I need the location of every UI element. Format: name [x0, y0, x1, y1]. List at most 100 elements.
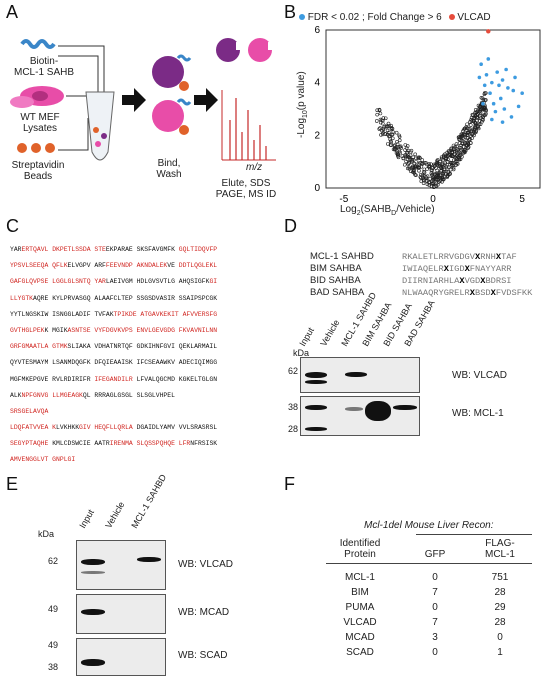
- reagent-lysate-label: WT MEF Lysates: [20, 112, 60, 134]
- table-cell-gfp: 3: [432, 632, 438, 643]
- data-point: [473, 111, 477, 115]
- data-point: [413, 172, 417, 177]
- data-point: [482, 113, 487, 117]
- sequence-segment: AMVENGGLVT GNPLGI: [10, 456, 76, 464]
- data-point: [472, 125, 477, 129]
- data-point: [468, 123, 473, 127]
- peptide-name: BAD SAHBA: [310, 287, 365, 298]
- data-point: [458, 151, 463, 156]
- sequence-line: YPSVLSEEQA QFLKELVGPV ARFFEEVNDP AKNDALE…: [10, 258, 282, 274]
- table-cell-flag: 751: [491, 572, 509, 583]
- data-point: [401, 156, 406, 161]
- significant-point: [502, 107, 507, 111]
- data-point: [438, 165, 443, 169]
- data-point: [379, 133, 383, 137]
- sequence-segment: IRENMA SLQSSPQHQE LFR: [109, 440, 191, 448]
- sequence-segment: LAEIVGM HDLGVSVTLG AHQSIGFK: [105, 278, 210, 286]
- data-point: [421, 181, 426, 185]
- blot-scad: [76, 638, 166, 676]
- group-header: Mcl-1del Mouse Liver Recon:: [364, 520, 494, 531]
- sequence-segment: ELVGPV ARF: [67, 262, 106, 270]
- data-point: [390, 126, 395, 131]
- e-lane-label: MCL-1 SAHBD: [129, 472, 169, 530]
- data-point: [473, 112, 478, 117]
- significant-point: [484, 72, 489, 77]
- marker-38: 38: [48, 662, 59, 672]
- significant-point: [486, 57, 491, 61]
- data-point: [394, 147, 398, 151]
- peptide-name: BID SAHBA: [310, 275, 361, 286]
- peptide-sequence: NLWAAQRYGRELRXBSDXFVDSFKK: [402, 288, 533, 298]
- mass-spectrum-icon: [221, 90, 276, 161]
- data-point: [419, 164, 424, 169]
- data-point: [386, 142, 390, 146]
- data-point: [435, 158, 440, 162]
- sequence-segment: EKPARAE SKSFAVGMFK: [105, 246, 179, 253]
- data-point: [431, 182, 435, 186]
- band-input: [305, 372, 327, 378]
- bound-protein-icon: [152, 54, 192, 135]
- peptide-sequence: DIIRNIARHLAXVGDXBDRSI: [402, 276, 512, 286]
- sequence-segment: YAR: [10, 246, 22, 253]
- data-point: [483, 98, 488, 102]
- data-point: [475, 124, 480, 129]
- e-lane-label: Input: [77, 507, 97, 530]
- mz-axis-label: m/z: [246, 162, 263, 173]
- sequence-line: GRFGMAATLA GTMKSLIAKA VDHATNRTQF GDKIHNF…: [10, 339, 282, 355]
- data-point: [405, 150, 410, 155]
- marker-49b: 49: [48, 640, 59, 650]
- data-point: [428, 176, 432, 181]
- data-point: [427, 183, 432, 188]
- data-point: [460, 133, 465, 138]
- data-point: [443, 171, 448, 176]
- data-point: [447, 153, 452, 157]
- data-point: [457, 156, 462, 161]
- data-point: [469, 129, 473, 133]
- data-point: [457, 135, 462, 139]
- data-point: [422, 170, 427, 175]
- data-point: [435, 175, 440, 179]
- data-point: [426, 164, 431, 169]
- data-point: [395, 139, 399, 144]
- axis-ticks: -5 0 5 0 2 4 6: [314, 25, 525, 205]
- sequence-segment: GIV HEQFLLQRLA: [79, 424, 133, 432]
- sequence-line: QYVTESMAYM LSANMDQGFK DFQIEAAISK IFCSEAA…: [10, 355, 282, 371]
- data-point: [451, 167, 456, 172]
- data-point: [453, 156, 458, 160]
- table-cell-flag: 29: [494, 602, 506, 613]
- data-point: [416, 156, 421, 161]
- marker-62: 62: [288, 366, 299, 376]
- data-point: [451, 158, 456, 163]
- blot-vlcad: [300, 357, 420, 393]
- table-cell-protein: BIM: [351, 587, 369, 598]
- blot-label-vlcad: WB: VLCAD: [452, 370, 508, 381]
- panel-label-b: B: [284, 2, 297, 22]
- sequence-line: LLYGTKAQRE KYLPRVASGQ ALAAFCLTEP SSGSDVA…: [10, 291, 282, 307]
- data-point: [440, 161, 445, 166]
- significant-point: [504, 67, 508, 72]
- data-point: [441, 172, 446, 177]
- peptide-row: MCL-1 SAHBD RKALETLRRVGDGVXRNHXTAF: [310, 246, 532, 262]
- data-point: [466, 126, 470, 131]
- vlcad-point: [486, 29, 491, 34]
- legend-dot-significant: [299, 14, 305, 21]
- sequence-line: GVTHGLPEKK MGIKASNTSE VYFDGVKVPS ENVLGEV…: [10, 323, 282, 339]
- data-point: [416, 155, 421, 160]
- data-point: [375, 112, 379, 117]
- data-point: [410, 159, 415, 163]
- significant-point: [511, 88, 516, 93]
- data-point: [383, 116, 388, 121]
- sequence-segment: ERTQAVL DKPETLSSDA STE: [21, 246, 106, 253]
- legend-dot-vlcad: [448, 14, 455, 21]
- marker-49: 49: [48, 604, 59, 614]
- data-point: [389, 143, 393, 147]
- band-input: [81, 609, 105, 615]
- data-point: [477, 113, 482, 118]
- data-point: [436, 180, 441, 184]
- data-point: [394, 130, 399, 135]
- sequence-segment: LVKHKK: [56, 424, 80, 432]
- step-elute-label: Elute, SDS PAGE, MS ID: [215, 178, 277, 200]
- data-point: [397, 138, 402, 143]
- data-point: [476, 103, 481, 108]
- data-point: [407, 155, 412, 160]
